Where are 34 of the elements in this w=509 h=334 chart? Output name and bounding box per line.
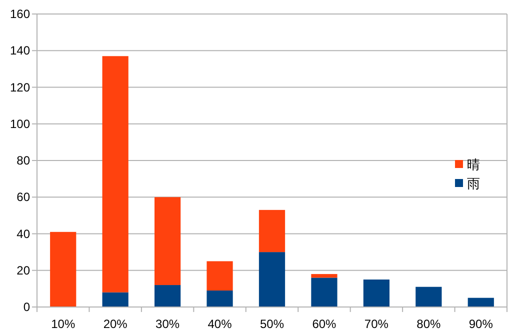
bar bbox=[258, 210, 286, 252]
bar bbox=[206, 261, 233, 291]
y-tick-label: 80 bbox=[16, 154, 30, 168]
bar bbox=[50, 232, 76, 307]
legend-label: 晴 bbox=[467, 157, 480, 172]
y-tick-label: 160 bbox=[10, 7, 30, 21]
y-tick-label: 0 bbox=[23, 300, 30, 314]
y-tick-label: 40 bbox=[16, 226, 30, 241]
bar bbox=[258, 252, 286, 307]
bar bbox=[311, 274, 338, 278]
bar bbox=[154, 285, 181, 307]
x-tick-label: 60% bbox=[312, 317, 337, 331]
x-tick-label: 90% bbox=[468, 317, 494, 331]
x-tick-label: 50% bbox=[260, 317, 284, 331]
x-tick-label: 80% bbox=[416, 317, 441, 331]
bar bbox=[363, 280, 390, 307]
x-tick-label: 70% bbox=[364, 317, 389, 331]
y-tick-label: 100 bbox=[10, 116, 30, 131]
y-tick-label: 60 bbox=[16, 190, 30, 204]
bar bbox=[468, 298, 494, 307]
x-tick-label: 20% bbox=[103, 317, 128, 331]
x-tick-label: 10% bbox=[51, 317, 76, 331]
legend-label: 雨 bbox=[467, 176, 480, 191]
bar bbox=[206, 290, 233, 307]
x-tick-label: 30% bbox=[156, 317, 180, 331]
y-tick-label: 140 bbox=[10, 44, 30, 58]
bar bbox=[102, 292, 128, 307]
y-tick-label: 120 bbox=[10, 80, 30, 94]
bar bbox=[102, 56, 128, 292]
bar bbox=[311, 278, 338, 307]
y-tick-label: 20 bbox=[16, 263, 30, 278]
x-tick-label: 40% bbox=[208, 317, 232, 331]
bar bbox=[416, 286, 442, 307]
bar bbox=[154, 197, 181, 286]
